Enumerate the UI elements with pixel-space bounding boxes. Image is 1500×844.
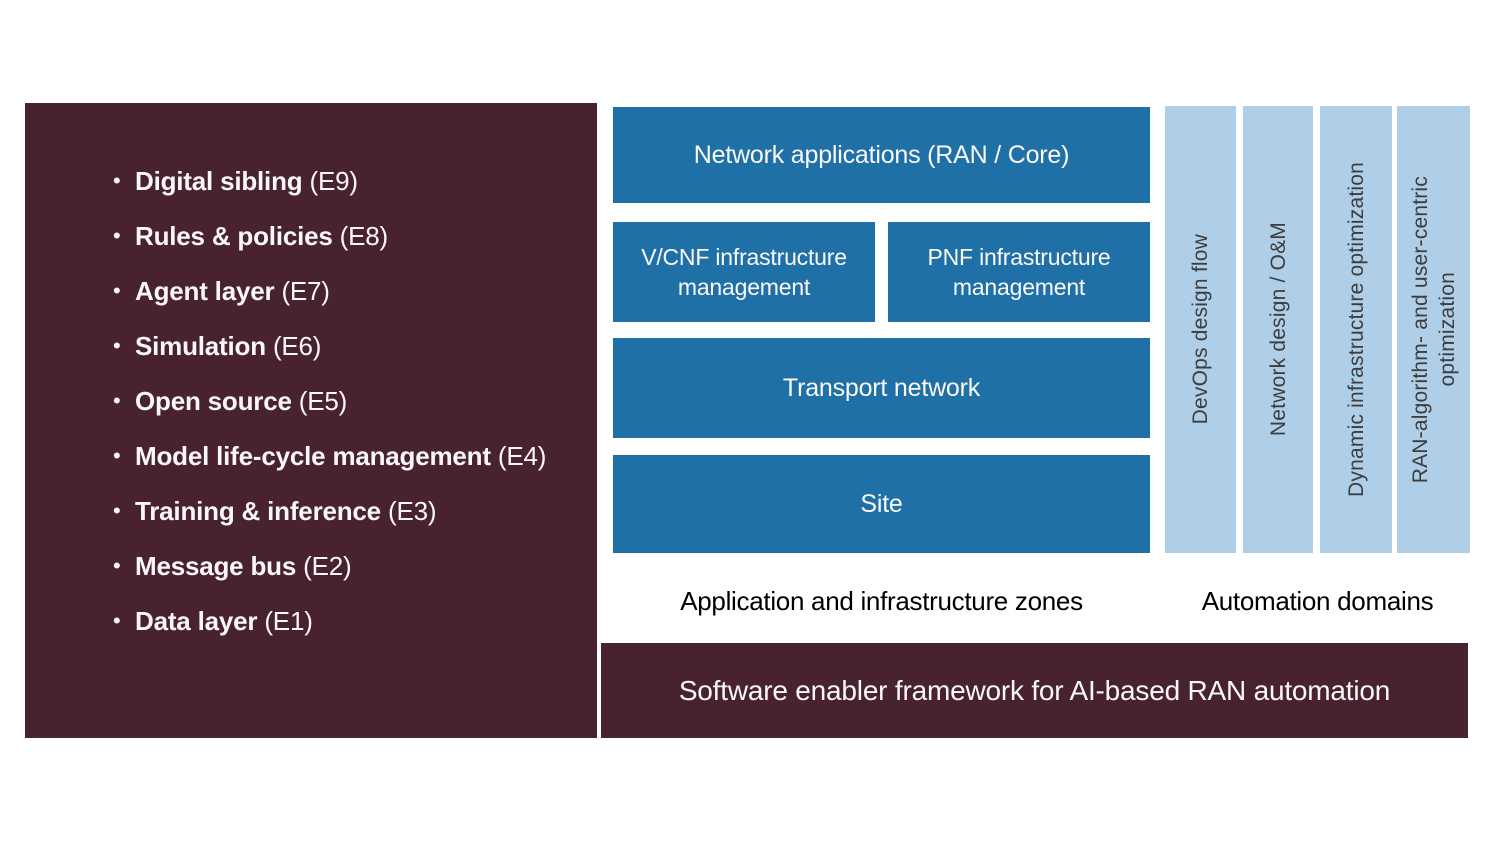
figure-title: Software enabler framework for AI-based …	[678, 674, 1391, 706]
enabler-label: Digital sibling (E9)	[135, 166, 358, 196]
enablers-panel: • Digital sibling (E9) • Rules & policie…	[25, 103, 597, 738]
bullet-icon: •	[113, 553, 121, 578]
enabler-label: Open source (E5)	[135, 386, 348, 416]
bullet-icon: •	[113, 443, 121, 468]
bullet-icon: •	[113, 608, 121, 633]
zone-label: Site	[860, 490, 903, 518]
bullet-icon: •	[113, 388, 121, 413]
enabler-item-agent-layer: • Agent layer (E7)	[113, 273, 569, 309]
bullet-icon: •	[113, 223, 121, 248]
enabler-label: Model life-cycle management (E4)	[135, 441, 547, 471]
domain-bar-label-line2: optimization	[1435, 272, 1459, 387]
zone-pnf-infrastructure-management: PNF infrastructure management	[888, 222, 1150, 322]
enabler-label: Data layer (E1)	[135, 606, 313, 636]
zone-label: Transport network	[782, 374, 981, 402]
domain-bar-ran-algorithm-user-centric-optimization: RAN-algorithm- and user-centric optimiza…	[1397, 106, 1470, 553]
enabler-label: Agent layer (E7)	[135, 276, 330, 306]
enabler-item-open-source: • Open source (E5)	[113, 383, 569, 419]
domain-bar-network-design-oam: Network design / O&M	[1243, 106, 1313, 553]
bullet-icon: •	[113, 278, 121, 303]
enabler-list: • Digital sibling (E9) • Rules & policie…	[113, 163, 569, 639]
caption-automation-domains: Automation domains	[1201, 586, 1434, 616]
domain-bar-label-line1: RAN-algorithm- and user-centric	[1408, 175, 1432, 484]
zone-transport-network: Transport network	[613, 338, 1150, 438]
bullet-icon: •	[113, 168, 121, 193]
zone-network-applications: Network applications (RAN / Core)	[613, 107, 1150, 203]
zone-vcnf-infrastructure-management: V/CNF infrastructure management	[613, 222, 875, 322]
bullet-icon: •	[113, 333, 121, 358]
enabler-item-data-layer: • Data layer (E1)	[113, 603, 569, 639]
enabler-item-message-bus: • Message bus (E2)	[113, 548, 569, 584]
zone-label: PNF infrastructure management	[927, 244, 1111, 300]
enabler-item-digital-sibling: • Digital sibling (E9)	[113, 163, 569, 199]
enabler-label: Rules & policies (E8)	[135, 221, 388, 251]
domain-bar-dynamic-infrastructure-optimization: Dynamic infrastructure optimization	[1320, 106, 1392, 553]
zone-label: V/CNF infrastructure management	[641, 244, 847, 300]
enabler-label: Simulation (E6)	[135, 331, 322, 361]
zone-label: Network applications (RAN / Core)	[693, 141, 1070, 169]
enabler-label: Message bus (E2)	[135, 551, 352, 581]
enabler-item-rules-policies: • Rules & policies (E8)	[113, 218, 569, 254]
bullet-icon: •	[113, 498, 121, 523]
zone-site: Site	[613, 455, 1150, 553]
enabler-item-simulation: • Simulation (E6)	[113, 328, 569, 364]
enabler-item-model-lifecycle: • Model life-cycle management (E4)	[113, 438, 569, 474]
domain-bar-label: DevOps design flow	[1189, 234, 1212, 425]
footer-title-bar: Software enabler framework for AI-based …	[601, 643, 1468, 738]
domain-bar-label: Dynamic infrastructure optimization	[1344, 162, 1368, 497]
caption-application-infrastructure-zones: Application and infrastructure zones	[680, 586, 1083, 616]
enabler-label: Training & inference (E3)	[135, 496, 437, 526]
enabler-item-training-inference: • Training & inference (E3)	[113, 493, 569, 529]
domain-bar-label: Network design / O&M	[1266, 222, 1290, 437]
domain-bar-devops-design-flow: DevOps design flow	[1165, 106, 1236, 553]
